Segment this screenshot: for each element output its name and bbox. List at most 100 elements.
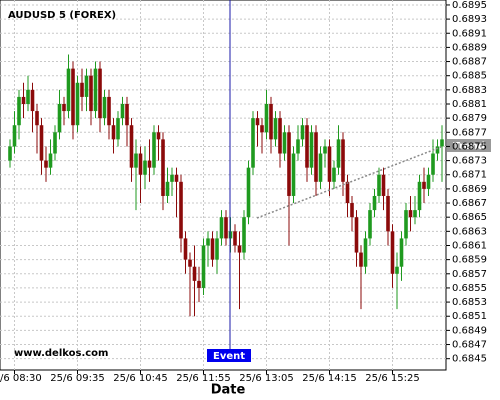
candle-body	[84, 75, 89, 97]
candle-body	[431, 153, 435, 175]
candle-body	[287, 132, 291, 196]
candles	[8, 54, 444, 317]
x-tick-label: 25/6 14:15	[302, 373, 356, 384]
candle-body	[359, 252, 363, 267]
candle-body	[372, 195, 377, 211]
candle-body	[71, 68, 75, 126]
candle-body	[440, 139, 444, 147]
y-tick-label: 0.6893	[452, 14, 487, 25]
y-tick-label: 0.6855	[452, 283, 487, 294]
x-tick-label: 25/6 11:55	[176, 373, 230, 384]
candle-body	[161, 139, 165, 196]
candle-body	[102, 96, 107, 119]
candle-body	[62, 103, 66, 112]
candle-body	[57, 103, 62, 133]
candle-body	[260, 125, 264, 133]
candle-body	[134, 153, 138, 168]
x-tick-label: 25/6 13:05	[239, 373, 293, 384]
y-tick-label: 0.6853	[452, 297, 487, 308]
candle-body	[368, 210, 372, 239]
candle-body	[125, 103, 129, 126]
candle-body	[107, 96, 111, 126]
y-tick-label: 0.6863	[452, 226, 487, 237]
candle-body	[345, 181, 350, 204]
y-tick-label: 0.6859	[452, 255, 487, 266]
y-tick-label: 0.6867	[452, 198, 487, 209]
candle-body	[395, 266, 399, 274]
y-tick-label: 0.6895	[452, 0, 487, 11]
candle-body	[224, 217, 228, 239]
candle-body	[282, 132, 287, 154]
candle-body	[404, 210, 408, 239]
candle-body	[341, 139, 345, 182]
candle-body	[336, 139, 341, 168]
candle-body	[242, 217, 246, 253]
candle-body	[12, 125, 17, 147]
y-tick-label: 0.6861	[452, 240, 487, 251]
chart-title: AUDUSD 5 (FOREX)	[8, 10, 116, 21]
candle-body	[201, 245, 206, 288]
event-label: Event	[213, 351, 245, 362]
candle-body	[192, 266, 197, 281]
candle-body	[206, 238, 210, 246]
candle-body	[147, 160, 152, 168]
candle-body	[417, 181, 422, 211]
candle-body	[246, 167, 251, 218]
candle-body	[66, 68, 71, 112]
candle-body	[350, 203, 354, 218]
candle-body	[386, 195, 390, 232]
candle-body	[296, 139, 300, 154]
candle-body	[156, 132, 161, 140]
candle-body	[120, 103, 125, 119]
candle-body	[44, 160, 48, 168]
candle-body	[93, 68, 98, 112]
candle-body	[435, 146, 440, 154]
candle-body	[116, 118, 120, 140]
y-tick-label: 0.6845	[452, 354, 487, 365]
candle-body	[255, 118, 260, 126]
candle-body	[309, 132, 314, 168]
candle-body	[152, 132, 156, 168]
candle-body	[53, 132, 57, 154]
y-tick-label: 0.6865	[452, 212, 487, 223]
candle-body	[323, 146, 327, 154]
candle-body	[363, 238, 368, 267]
event-box	[207, 349, 251, 362]
candle-body	[314, 132, 318, 182]
candle-body	[426, 174, 431, 189]
y-tick-label: 0.6869	[452, 184, 487, 195]
y-tick-label: 0.6889	[452, 42, 487, 53]
candle-body	[354, 217, 359, 253]
candle-body	[273, 118, 278, 140]
candle-body	[422, 181, 426, 189]
x-axis-label: Date	[211, 383, 246, 398]
candle-body	[179, 181, 183, 239]
candle-body	[165, 181, 170, 196]
candle-body	[129, 125, 134, 168]
candle-body	[39, 125, 44, 161]
candle-body	[170, 174, 174, 182]
y-tick-label: 0.6887	[452, 57, 487, 68]
candle-body	[219, 217, 224, 239]
candle-body	[197, 280, 201, 288]
candle-body	[210, 238, 215, 260]
candle-body	[75, 82, 80, 126]
y-tick-label: 0.6873	[452, 156, 487, 167]
plot-area	[0, 0, 447, 371]
trend-line	[256, 146, 442, 219]
candle-body	[269, 103, 273, 140]
candle-body	[413, 210, 417, 218]
candle-body	[89, 75, 93, 112]
x-tick-label: 25/6 10:45	[113, 373, 167, 384]
y-tick-label: 0.6849	[452, 325, 487, 336]
candle-body	[174, 174, 179, 182]
candle-body	[215, 238, 219, 260]
candle-body	[377, 174, 381, 196]
candle-body	[8, 146, 12, 161]
candle-body	[26, 89, 30, 104]
y-tick-label: 0.6847	[452, 340, 487, 351]
candle-body	[233, 231, 237, 246]
candle-body	[327, 146, 332, 182]
y-tick-label: 0.6891	[452, 28, 487, 39]
